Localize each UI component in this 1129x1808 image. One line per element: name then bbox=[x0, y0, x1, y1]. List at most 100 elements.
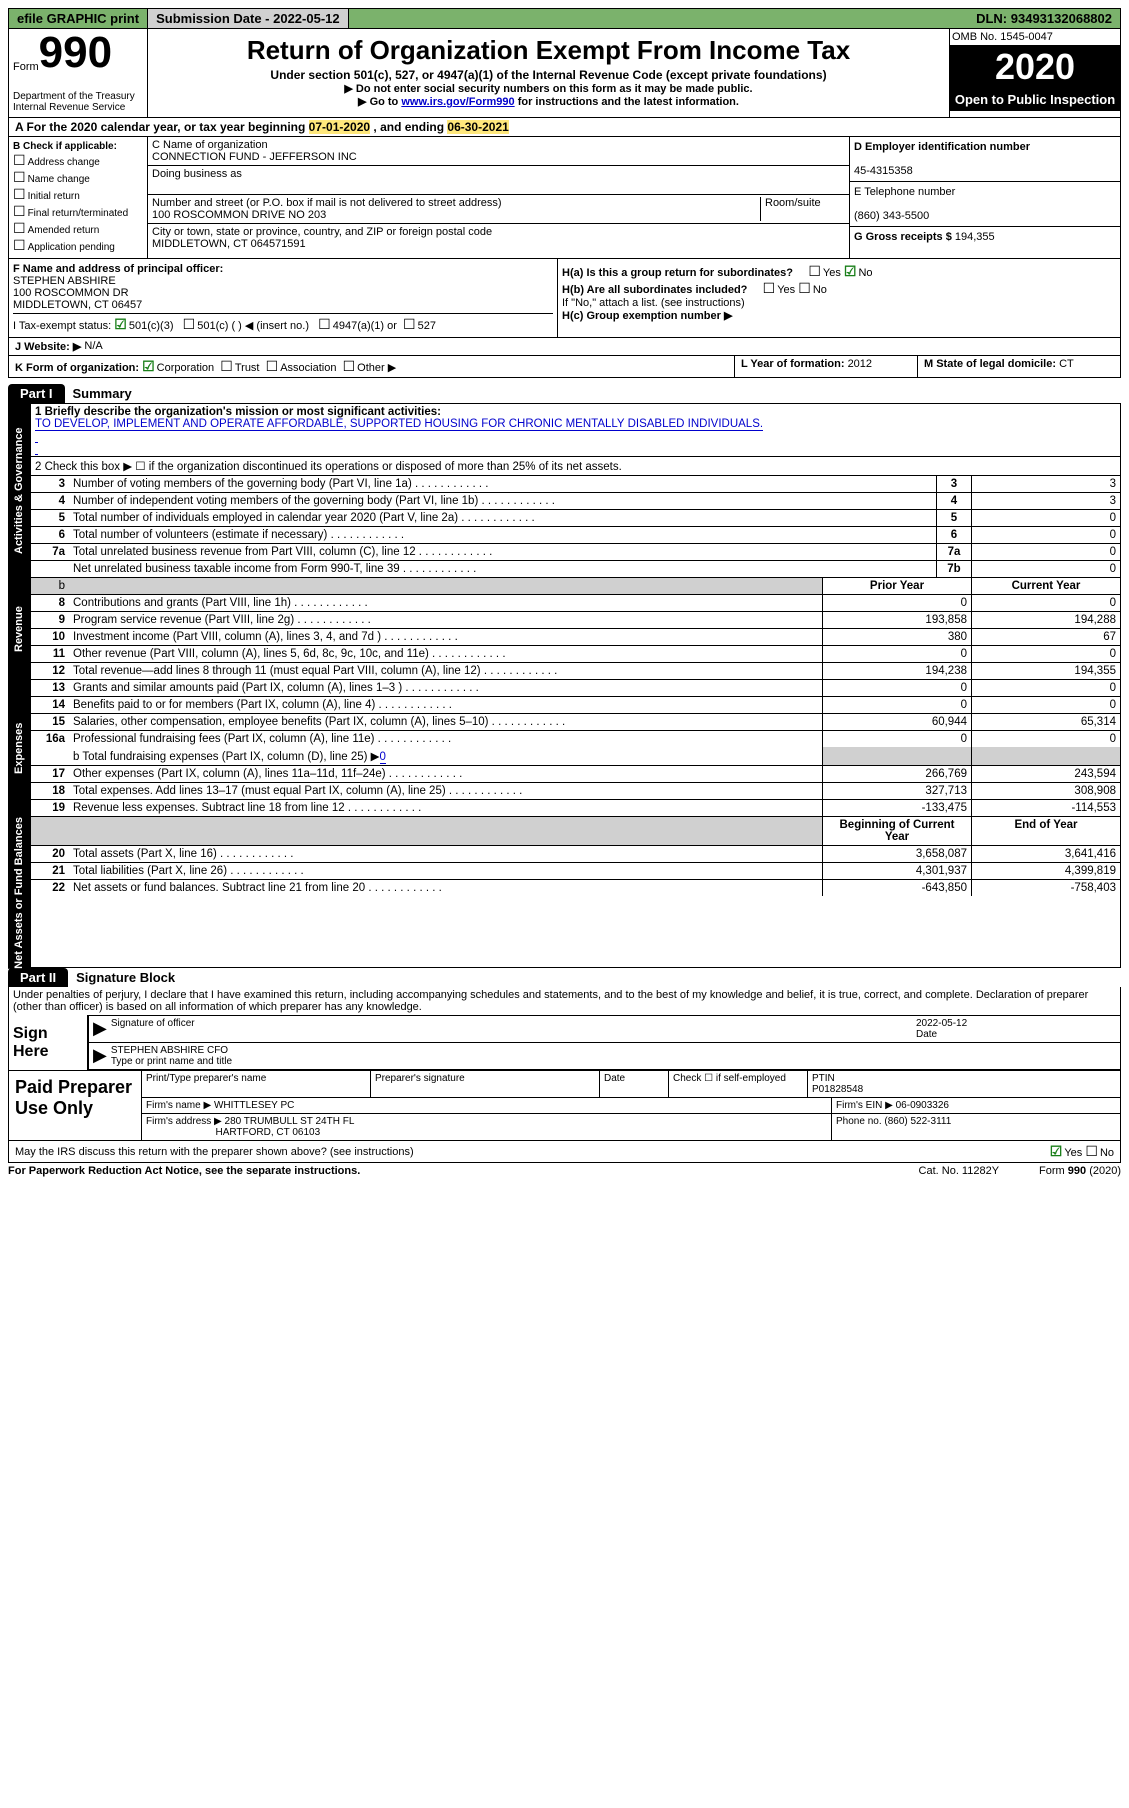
form-org-label: K Form of organization: bbox=[15, 362, 139, 374]
tel-label: E Telephone number bbox=[854, 186, 955, 198]
hdr-end: End of Year bbox=[1014, 819, 1077, 831]
rowa-mid: , and ending bbox=[373, 120, 447, 134]
city-state-zip: MIDDLETOWN, CT 064571591 bbox=[152, 238, 306, 250]
officer-addr2: MIDDLETOWN, CT 06457 bbox=[13, 299, 142, 311]
k-l-m-row: K Form of organization: ☑Corporation ☐Tr… bbox=[8, 356, 1121, 378]
chk-application-pending[interactable]: Application pending bbox=[28, 242, 115, 253]
line1-value: TO DEVELOP, IMPLEMENT AND OPERATE AFFORD… bbox=[35, 418, 763, 431]
chk-527[interactable]: 527 bbox=[418, 320, 436, 332]
hb-note: If "No," attach a list. (see instruction… bbox=[562, 297, 1116, 309]
irs-discuss-row: May the IRS discuss this return with the… bbox=[8, 1141, 1121, 1163]
website-label: J Website: ▶ bbox=[15, 340, 81, 353]
firm-addr2: HARTFORD, CT 06103 bbox=[215, 1127, 320, 1138]
tel-value: (860) 343-5500 bbox=[854, 210, 929, 222]
form990-link[interactable]: www.irs.gov/Form990 bbox=[401, 96, 514, 108]
row-a-tax-year: A For the 2020 calendar year, or tax yea… bbox=[8, 118, 1121, 137]
ha-no[interactable]: No bbox=[858, 267, 872, 279]
firm-phone-label: Phone no. bbox=[836, 1116, 884, 1127]
prep-sig-label: Preparer's signature bbox=[371, 1071, 600, 1097]
chk-corp[interactable]: Corporation bbox=[157, 362, 214, 374]
chk-amended[interactable]: Amended return bbox=[28, 225, 100, 236]
table-row: 13Grants and similar amounts paid (Part … bbox=[31, 680, 1120, 697]
firm-addr-label: Firm's address ▶ bbox=[146, 1116, 225, 1127]
ein-value: 45-4315358 bbox=[854, 165, 913, 177]
table-row: 16aProfessional fundraising fees (Part I… bbox=[31, 731, 1120, 747]
hb-no[interactable]: No bbox=[813, 284, 827, 296]
gross-label: G Gross receipts $ bbox=[854, 231, 955, 243]
section-net-assets: Net Assets or Fund Balances bbox=[8, 817, 30, 969]
ein-label: D Employer identification number bbox=[854, 141, 1030, 153]
irs-label: Internal Revenue Service bbox=[13, 102, 143, 113]
chk-assoc[interactable]: Association bbox=[280, 362, 336, 374]
part1-header: Part I Summary bbox=[8, 384, 1121, 403]
chk-final-return[interactable]: Final return/terminated bbox=[28, 208, 129, 219]
ptin-value: P01828548 bbox=[812, 1084, 863, 1095]
dba-label: Doing business as bbox=[152, 168, 242, 180]
subtitle-1: Under section 501(c), 527, or 4947(a)(1)… bbox=[152, 68, 945, 82]
chk-4947[interactable]: 4947(a)(1) or bbox=[333, 320, 397, 332]
chk-other[interactable]: Other ▶ bbox=[357, 362, 396, 374]
officer-addr1: 100 ROSCOMMON DR bbox=[13, 287, 129, 299]
domicile-label: M State of legal domicile: bbox=[924, 358, 1059, 370]
room-label: Room/suite bbox=[760, 197, 845, 221]
part1-tab: Part I bbox=[8, 384, 65, 403]
firm-addr1: 280 TRUMBULL ST 24TH FL bbox=[225, 1116, 355, 1127]
gross-value: 194,355 bbox=[955, 231, 995, 243]
part1-title: Summary bbox=[73, 386, 132, 401]
discuss-yes[interactable]: Yes bbox=[1064, 1147, 1082, 1159]
prep-self-employed[interactable]: Check ☐ if self-employed bbox=[669, 1071, 808, 1097]
firm-ein: 06-0903326 bbox=[896, 1100, 949, 1111]
rowa-pre: A For the 2020 calendar year, or tax yea… bbox=[15, 120, 309, 134]
part2-title: Signature Block bbox=[76, 970, 175, 985]
firm-phone: (860) 522-3111 bbox=[884, 1116, 951, 1127]
website-value: N/A bbox=[84, 340, 102, 352]
paid-preparer-block: Paid Preparer Use Only Print/Type prepar… bbox=[8, 1071, 1121, 1141]
year-formation-label: L Year of formation: bbox=[741, 358, 848, 370]
table-row: 11Other revenue (Part VIII, column (A), … bbox=[31, 646, 1120, 663]
city-label: City or town, state or province, country… bbox=[152, 226, 492, 238]
ptin-label: PTIN bbox=[812, 1073, 835, 1084]
pra-notice: For Paperwork Reduction Act Notice, see … bbox=[8, 1165, 360, 1177]
dln-value: 93493132068802 bbox=[1011, 11, 1112, 26]
table-row: Net unrelated business taxable income fr… bbox=[31, 561, 1120, 577]
chk-name-change[interactable]: Name change bbox=[28, 174, 90, 185]
cat-no: Cat. No. 11282Y bbox=[919, 1165, 1000, 1177]
officer-name: STEPHEN ABSHIRE bbox=[13, 275, 116, 287]
table-row: 9Program service revenue (Part VIII, lin… bbox=[31, 612, 1120, 629]
chk-trust[interactable]: Trust bbox=[235, 362, 260, 374]
table-row: 21Total liabilities (Part X, line 26)4,3… bbox=[31, 863, 1120, 880]
submission-date-label: Submission Date - bbox=[156, 11, 273, 26]
org-info-grid: B Check if applicable: ☐Address change ☐… bbox=[8, 137, 1121, 259]
submission-date: 2022-05-12 bbox=[273, 11, 340, 26]
chk-address-change[interactable]: Address change bbox=[28, 157, 100, 168]
chk-501c[interactable]: 501(c) ( ) ◀ (insert no.) bbox=[197, 320, 309, 332]
officer-label: F Name and address of principal officer: bbox=[13, 263, 223, 275]
table-row: 14Benefits paid to or for members (Part … bbox=[31, 697, 1120, 714]
omb-number: OMB No. 1545-0047 bbox=[950, 29, 1120, 46]
hdr-begin: Beginning of Current Year bbox=[840, 819, 955, 843]
ha-yes[interactable]: Yes bbox=[823, 267, 841, 279]
hdr-prior: Prior Year bbox=[870, 580, 924, 592]
dept-treasury: Department of the Treasury bbox=[13, 91, 143, 102]
sig-arrow2-icon: ▶ bbox=[93, 1045, 107, 1067]
part2-header: Part II Signature Block bbox=[8, 968, 1121, 987]
ty-end: 06-30-2021 bbox=[447, 120, 508, 134]
officer-group-row: F Name and address of principal officer:… bbox=[8, 259, 1121, 338]
org-name-label: C Name of organization bbox=[152, 139, 268, 151]
chk-initial-return[interactable]: Initial return bbox=[28, 191, 80, 202]
col-b-shade: b bbox=[31, 578, 69, 594]
chk-501c3[interactable]: 501(c)(3) bbox=[129, 320, 174, 332]
goto-post: for instructions and the latest informat… bbox=[515, 96, 739, 108]
section-expenses: Expenses bbox=[8, 680, 30, 817]
discuss-no[interactable]: No bbox=[1100, 1147, 1114, 1159]
officer-name-title: STEPHEN ABSHIRE CFO bbox=[111, 1045, 228, 1056]
table-row: 20Total assets (Part X, line 16)3,658,08… bbox=[31, 846, 1120, 863]
hb-label: H(b) Are all subordinates included? bbox=[562, 284, 747, 296]
subtitle-2: ▶ Do not enter social security numbers o… bbox=[152, 82, 945, 95]
ty-begin: 07-01-2020 bbox=[309, 120, 370, 134]
hb-yes[interactable]: Yes bbox=[777, 284, 795, 296]
open-inspection: Open to Public Inspection bbox=[950, 88, 1120, 111]
colb-header: B Check if applicable: bbox=[13, 141, 117, 152]
line2-text: 2 Check this box ▶ ☐ if the organization… bbox=[31, 457, 1120, 475]
table-row: 15Salaries, other compensation, employee… bbox=[31, 714, 1120, 731]
